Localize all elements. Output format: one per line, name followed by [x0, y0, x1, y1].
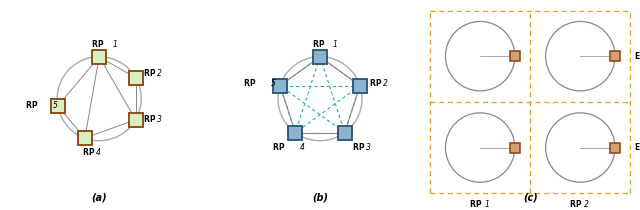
- Text: 1: 1: [112, 40, 117, 49]
- Bar: [610, 51, 620, 61]
- Bar: [129, 71, 143, 85]
- Text: RP: RP: [244, 79, 258, 88]
- Bar: [273, 79, 287, 93]
- Text: RP: RP: [353, 143, 367, 152]
- Bar: [510, 143, 520, 152]
- Bar: [78, 131, 92, 145]
- Text: (a): (a): [92, 192, 107, 202]
- Bar: [129, 113, 143, 127]
- Bar: [313, 50, 327, 64]
- Text: RP: RP: [313, 40, 327, 49]
- Bar: [92, 50, 106, 64]
- Text: RP: RP: [470, 200, 484, 209]
- Text: 5: 5: [271, 79, 276, 88]
- Text: (c): (c): [523, 192, 538, 202]
- Bar: [353, 79, 367, 93]
- Text: 4: 4: [96, 148, 100, 157]
- Text: Element: Element: [636, 52, 640, 61]
- Text: RP: RP: [370, 79, 384, 88]
- Text: 5: 5: [53, 101, 58, 110]
- Text: RP: RP: [92, 40, 106, 49]
- Text: RP: RP: [273, 143, 287, 152]
- Bar: [288, 126, 302, 140]
- Text: RP: RP: [83, 148, 97, 157]
- Bar: [610, 143, 620, 152]
- Text: (b): (b): [312, 192, 328, 202]
- Text: 2: 2: [157, 69, 161, 78]
- Text: 4: 4: [300, 143, 305, 152]
- Text: 2: 2: [383, 79, 388, 88]
- Text: 3: 3: [365, 143, 371, 152]
- Bar: [51, 99, 65, 113]
- Text: Element: Element: [636, 143, 640, 152]
- Text: RP: RP: [26, 101, 40, 110]
- Text: RP: RP: [143, 69, 158, 78]
- Text: 3: 3: [157, 115, 161, 124]
- Bar: [510, 51, 520, 61]
- Bar: [338, 126, 352, 140]
- Text: 1: 1: [484, 200, 489, 209]
- Text: 1: 1: [333, 40, 338, 49]
- Text: RP: RP: [143, 115, 158, 124]
- Text: RP: RP: [570, 200, 584, 209]
- Text: 2: 2: [584, 200, 589, 209]
